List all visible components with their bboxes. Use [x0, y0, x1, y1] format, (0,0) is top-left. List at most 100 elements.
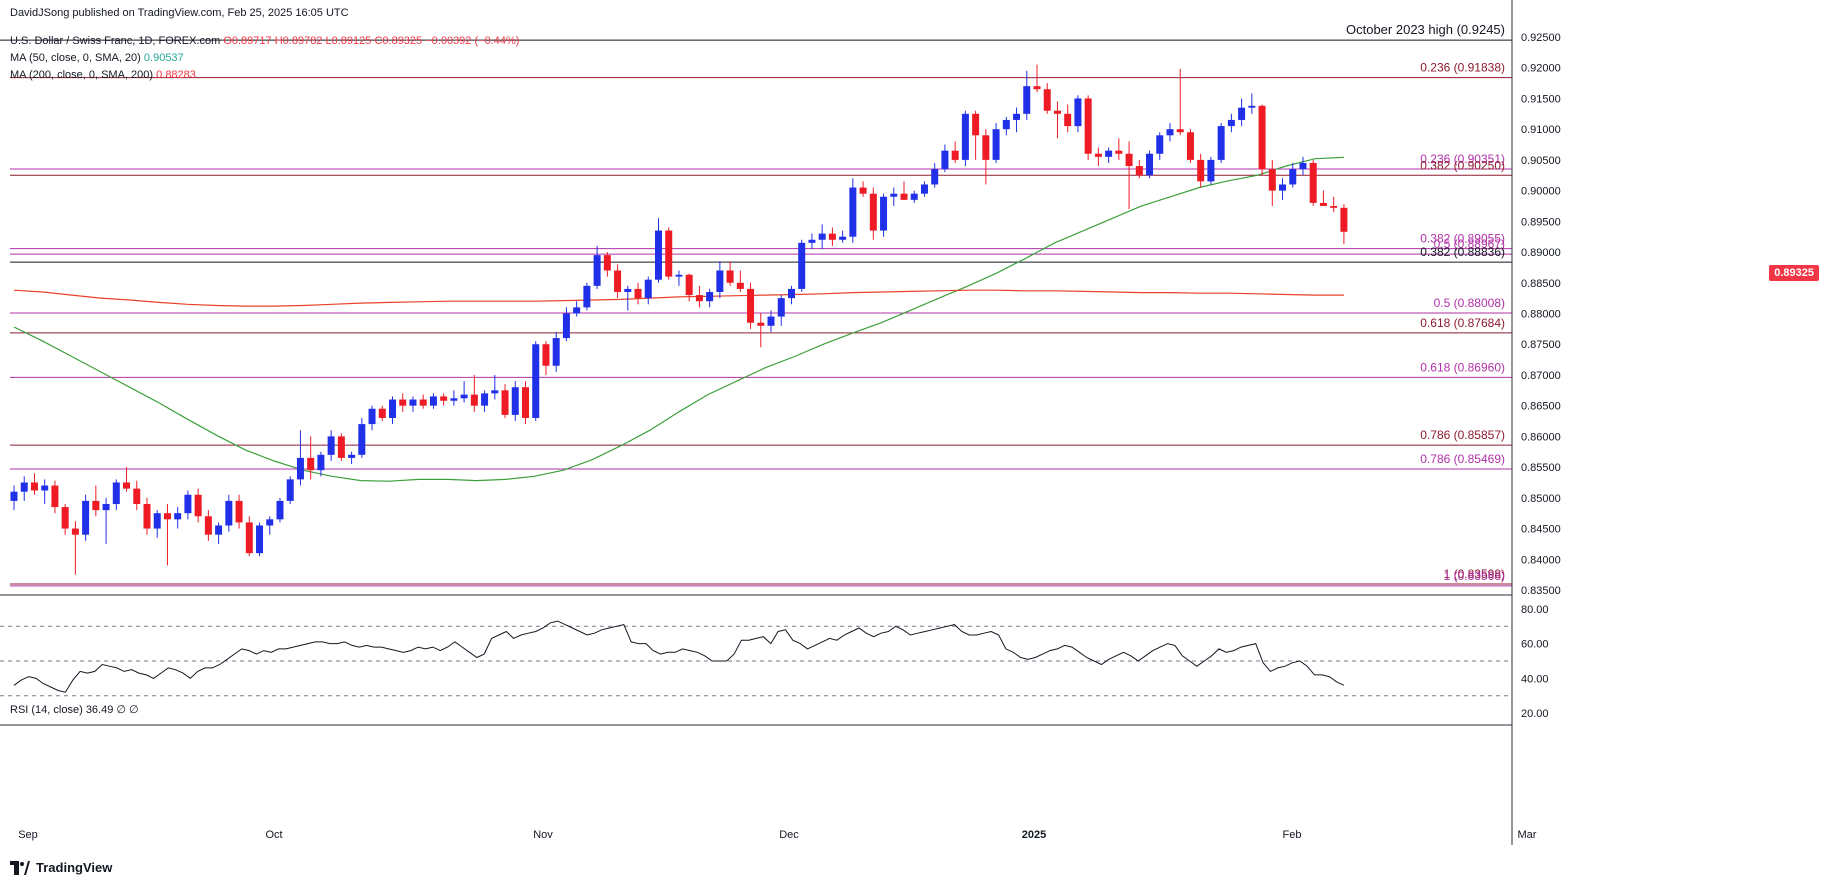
open-value: O0.89717: [223, 35, 272, 47]
fib-level-label: 1 (0.83598): [1444, 567, 1505, 581]
candle-body: [859, 187, 867, 194]
candle-body: [409, 399, 417, 406]
candle-body: [133, 488, 141, 504]
fib-level-label: 0.382 (0.88836): [1420, 245, 1505, 259]
rsi-tick-label: 40.00: [1521, 673, 1549, 685]
tradingview-logo[interactable]: TradingView: [10, 860, 112, 875]
candle-body: [1074, 98, 1082, 127]
candle-body: [1125, 153, 1133, 167]
candle-body: [368, 408, 376, 425]
candle-body: [1330, 205, 1338, 208]
candle-body: [286, 479, 294, 501]
time-tick-label: Dec: [779, 829, 799, 841]
price-tick-label: 0.84000: [1521, 554, 1561, 566]
time-tick-label: Mar: [1518, 829, 1537, 841]
rsi-legend[interactable]: RSI (14, close) 36.49 ∅ ∅: [10, 703, 139, 716]
candle-body: [1166, 129, 1174, 136]
ma200-legend[interactable]: MA (200, close, 0, SMA, 200) 0.88283: [10, 69, 196, 81]
price-tick-label: 0.90500: [1521, 155, 1561, 167]
candle-body: [931, 169, 939, 185]
candle-body: [880, 196, 888, 231]
rsi-label: RSI (14, close): [10, 704, 83, 716]
ma50-legend[interactable]: MA (50, close, 0, SMA, 20) 0.90537: [10, 52, 184, 64]
moving-averages: [13, 156, 1344, 482]
candle-body: [1289, 169, 1297, 185]
candle-body: [30, 482, 38, 491]
fib-level-label: 0.786 (0.85857): [1420, 428, 1505, 442]
candle-body: [511, 387, 519, 415]
candle-body: [450, 398, 458, 401]
fib-level-label: 0.618 (0.87684): [1420, 316, 1505, 330]
candle-body: [41, 485, 49, 491]
time-tick-label: Sep: [18, 829, 38, 841]
price-tick-label: 0.92000: [1521, 63, 1561, 75]
candles: [10, 64, 1348, 575]
rsi-tick-label: 60.00: [1521, 639, 1549, 651]
candle-body: [900, 193, 908, 200]
candle-body: [910, 193, 918, 200]
candle-body: [1135, 166, 1143, 176]
candle-body: [1186, 132, 1194, 160]
candle-body: [562, 313, 570, 339]
price-tick-label: 0.87500: [1521, 339, 1561, 351]
candle-body: [972, 113, 980, 136]
change-value: −0.00392 (−0.44%): [425, 35, 520, 47]
candle-body: [1258, 105, 1266, 170]
candle-body: [1094, 153, 1102, 157]
candle-body: [839, 236, 847, 240]
candle-body: [1319, 202, 1327, 206]
candle-body: [818, 233, 826, 240]
candle-body: [849, 187, 857, 237]
candle-body: [470, 394, 478, 406]
candle-body: [419, 399, 427, 406]
candle-body: [1013, 113, 1021, 120]
fib-level-label: 0.786 (0.85469): [1420, 452, 1505, 466]
fib-levels: 0.236 (0.91838) 0.236 (0.90351)0.382 (0.9…: [0, 22, 1512, 587]
candle-body: [634, 288, 642, 299]
candle-body: [736, 282, 744, 289]
candle-body: [327, 436, 335, 455]
candle-body: [20, 482, 28, 492]
candle-body: [1227, 119, 1235, 127]
price-tick-label: 0.84500: [1521, 524, 1561, 536]
candle-body: [266, 519, 274, 526]
candle-body: [460, 394, 468, 399]
candle-body: [777, 298, 785, 317]
fib-level-label: 1 (0.83568): [1444, 569, 1505, 583]
candle-body: [1064, 113, 1072, 127]
ma200-value: 0.88283: [156, 69, 196, 81]
ma50-label: MA (50, close, 0, SMA, 20): [10, 52, 141, 64]
candle-body: [1268, 169, 1276, 191]
candle-body: [235, 500, 243, 523]
candle-body: [143, 503, 151, 529]
candle-body: [296, 457, 304, 480]
candle-body: [542, 344, 550, 366]
candle-body: [256, 525, 264, 554]
symbol-title: U.S. Dollar / Swiss Franc, 1D, FOREX.com: [10, 35, 221, 47]
candle-body: [1176, 129, 1184, 133]
candle-body: [654, 230, 662, 280]
candle-body: [10, 491, 18, 501]
price-tick-label: 0.86500: [1521, 401, 1561, 413]
candle-body: [1053, 110, 1061, 114]
price-tick-label: 0.85000: [1521, 493, 1561, 505]
candle-body: [153, 513, 161, 529]
candle-body: [1299, 162, 1307, 170]
candle-body: [245, 522, 253, 554]
price-tick-label: 0.88500: [1521, 278, 1561, 290]
price-tick-label: 0.89000: [1521, 247, 1561, 259]
price-tick-label: 0.90000: [1521, 186, 1561, 198]
candle-body: [1105, 150, 1113, 157]
candle-body: [82, 500, 90, 535]
candle-body: [798, 242, 806, 289]
candle-body: [92, 500, 100, 511]
candle-body: [102, 503, 110, 511]
candle-body: [1217, 126, 1225, 160]
price-tick-label: 0.83500: [1521, 585, 1561, 597]
last-price-tag: 0.89325: [1769, 265, 1819, 281]
candle-body: [491, 390, 499, 394]
candle-body: [440, 396, 448, 401]
symbol-legend[interactable]: U.S. Dollar / Swiss Franc, 1D, FOREX.com…: [10, 35, 519, 47]
high-value: H0.89782: [274, 35, 323, 47]
